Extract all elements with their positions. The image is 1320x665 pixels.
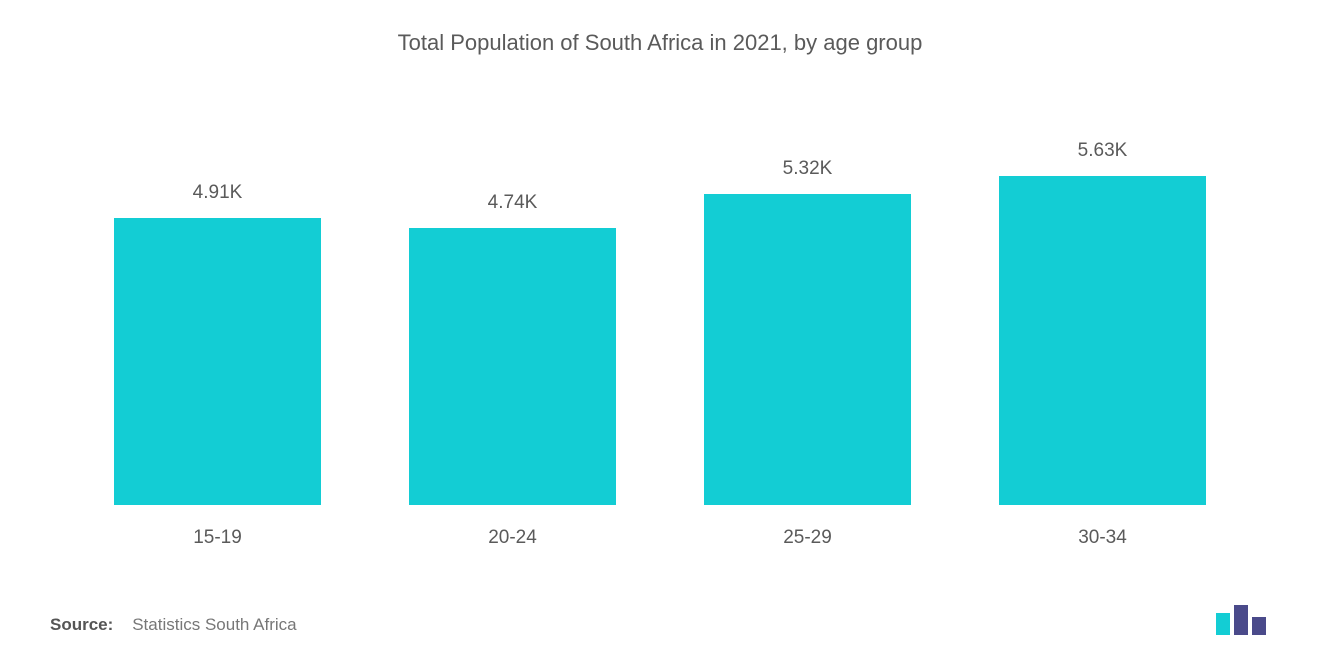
x-label-2: 25-29 — [678, 527, 938, 549]
x-label-1: 20-24 — [383, 527, 643, 549]
bar-value-label-1: 4.74K — [488, 192, 538, 214]
bar-value-label-3: 5.63K — [1078, 140, 1128, 162]
chart-area: 4.91K 4.74K 5.32K 5.63K — [40, 106, 1280, 515]
bar-group-3: 5.63K — [973, 140, 1233, 505]
source-text: Statistics South Africa — [132, 615, 296, 634]
chart-footer: Source: Statistics South Africa — [40, 549, 1280, 645]
bar-group-1: 4.74K — [383, 192, 643, 505]
bar-group-0: 4.91K — [88, 182, 348, 505]
bar-2 — [704, 194, 912, 505]
x-axis-labels: 15-19 20-24 25-29 30-34 — [40, 515, 1280, 549]
bar-3 — [999, 176, 1207, 505]
source-label: Source: — [50, 615, 113, 634]
mordor-logo-icon — [1214, 599, 1270, 635]
chart-container: Total Population of South Africa in 2021… — [0, 0, 1320, 665]
bar-1 — [409, 228, 617, 505]
bar-value-label-2: 5.32K — [783, 158, 833, 180]
chart-title: Total Population of South Africa in 2021… — [40, 30, 1280, 56]
bar-value-label-0: 4.91K — [193, 182, 243, 204]
bar-group-2: 5.32K — [678, 158, 938, 505]
bar-0 — [114, 218, 322, 505]
x-label-0: 15-19 — [88, 527, 348, 549]
source-citation: Source: Statistics South Africa — [50, 615, 297, 635]
x-label-3: 30-34 — [973, 527, 1233, 549]
